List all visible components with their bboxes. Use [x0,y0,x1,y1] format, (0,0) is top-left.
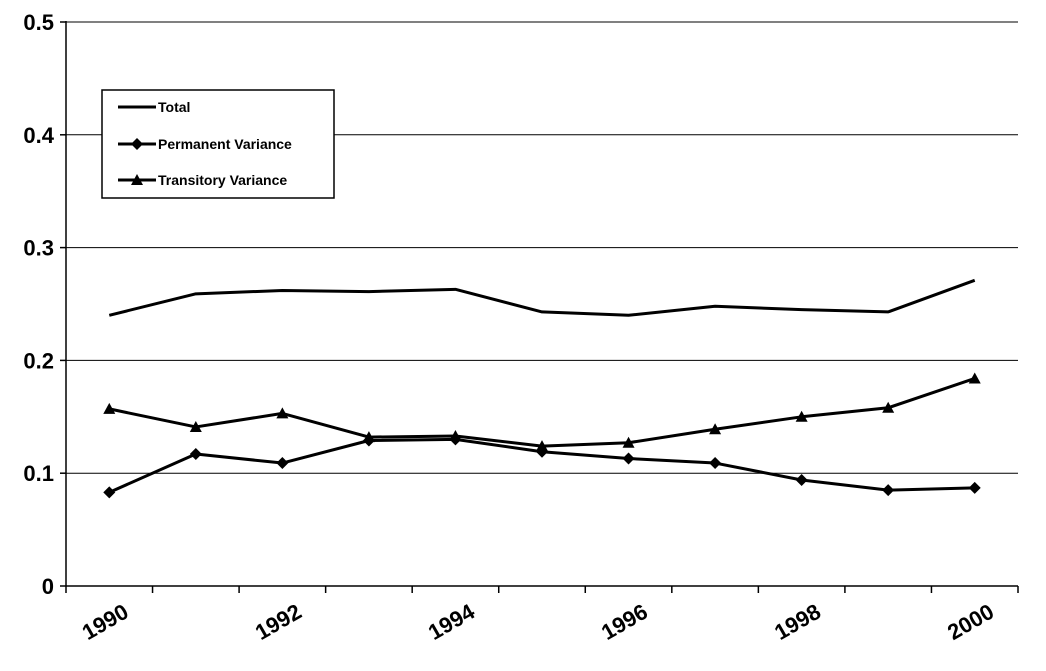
data-point [276,457,289,470]
data-point [276,407,289,419]
data-point [103,402,116,414]
legend-marker [131,174,143,185]
x-tick-label: 1996 [597,599,652,645]
x-tick-label: 2000 [943,599,998,645]
legend-label: Permanent Variance [158,136,292,152]
x-tick-label: 1992 [251,599,306,645]
data-point [882,401,895,413]
data-point [968,481,981,494]
legend-item-transitory-variance: Transitory Variance [118,172,287,188]
data-point [103,486,116,499]
y-tick-label: 0.1 [23,461,54,486]
data-point [882,484,895,497]
y-tick-label: 0 [42,574,54,599]
data-point [536,440,548,452]
series-permanent-variance [103,433,981,499]
data-point [189,448,202,461]
legend-marker [131,138,143,150]
legend-item-permanent-variance: Permanent Variance [118,136,292,152]
legend-items: Total Permanent Variance Transitory Varian… [118,99,292,188]
series-line [108,278,976,317]
y-tick-label: 0.5 [23,10,54,35]
series-total [108,278,976,317]
data-point [362,431,375,443]
y-tick-label: 0.3 [23,236,54,261]
y-tick-label: 0.4 [23,123,54,148]
x-tick-label: 1998 [770,599,825,645]
series-line [108,377,976,448]
data-point [189,420,202,432]
series-transitory-variance [103,372,981,452]
data-point [968,372,981,384]
data-point [795,473,808,486]
legend: Total Permanent Variance Transitory Varian… [101,89,335,199]
x-tick-label: 1994 [424,598,480,645]
data-point [709,423,722,435]
x-tick-label: 1990 [78,599,133,645]
data-point [622,452,635,465]
data-point [622,436,635,448]
legend-label: Total [158,99,190,115]
data-point [449,429,462,441]
data-point [795,410,808,422]
axes [65,21,1018,587]
legend-label: Transitory Variance [158,172,287,188]
y-axis-ticks: 0 0.1 0.2 0.3 0.4 0.5 [23,10,66,599]
legend-item-total: Total [118,99,190,115]
data-point [709,457,722,470]
y-tick-label: 0.2 [23,348,54,373]
x-axis-ticks: 1990 1992 1994 1996 1998 2000 [65,586,1019,645]
series-lines [103,278,981,499]
